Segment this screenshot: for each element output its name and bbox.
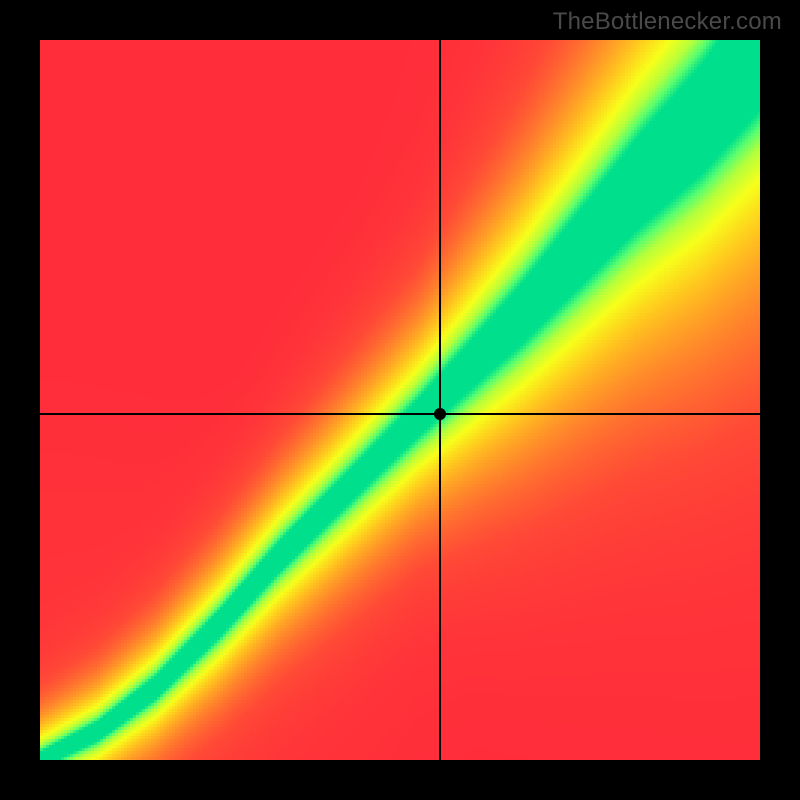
crosshair-marker-dot xyxy=(434,408,446,420)
watermark-text: TheBottlenecker.com xyxy=(553,8,782,36)
crosshair-vertical xyxy=(439,40,441,760)
crosshair-horizontal xyxy=(40,413,760,415)
heatmap-canvas xyxy=(40,40,760,760)
chart-page: TheBottlenecker.com xyxy=(0,0,800,800)
plot-area xyxy=(40,40,760,760)
